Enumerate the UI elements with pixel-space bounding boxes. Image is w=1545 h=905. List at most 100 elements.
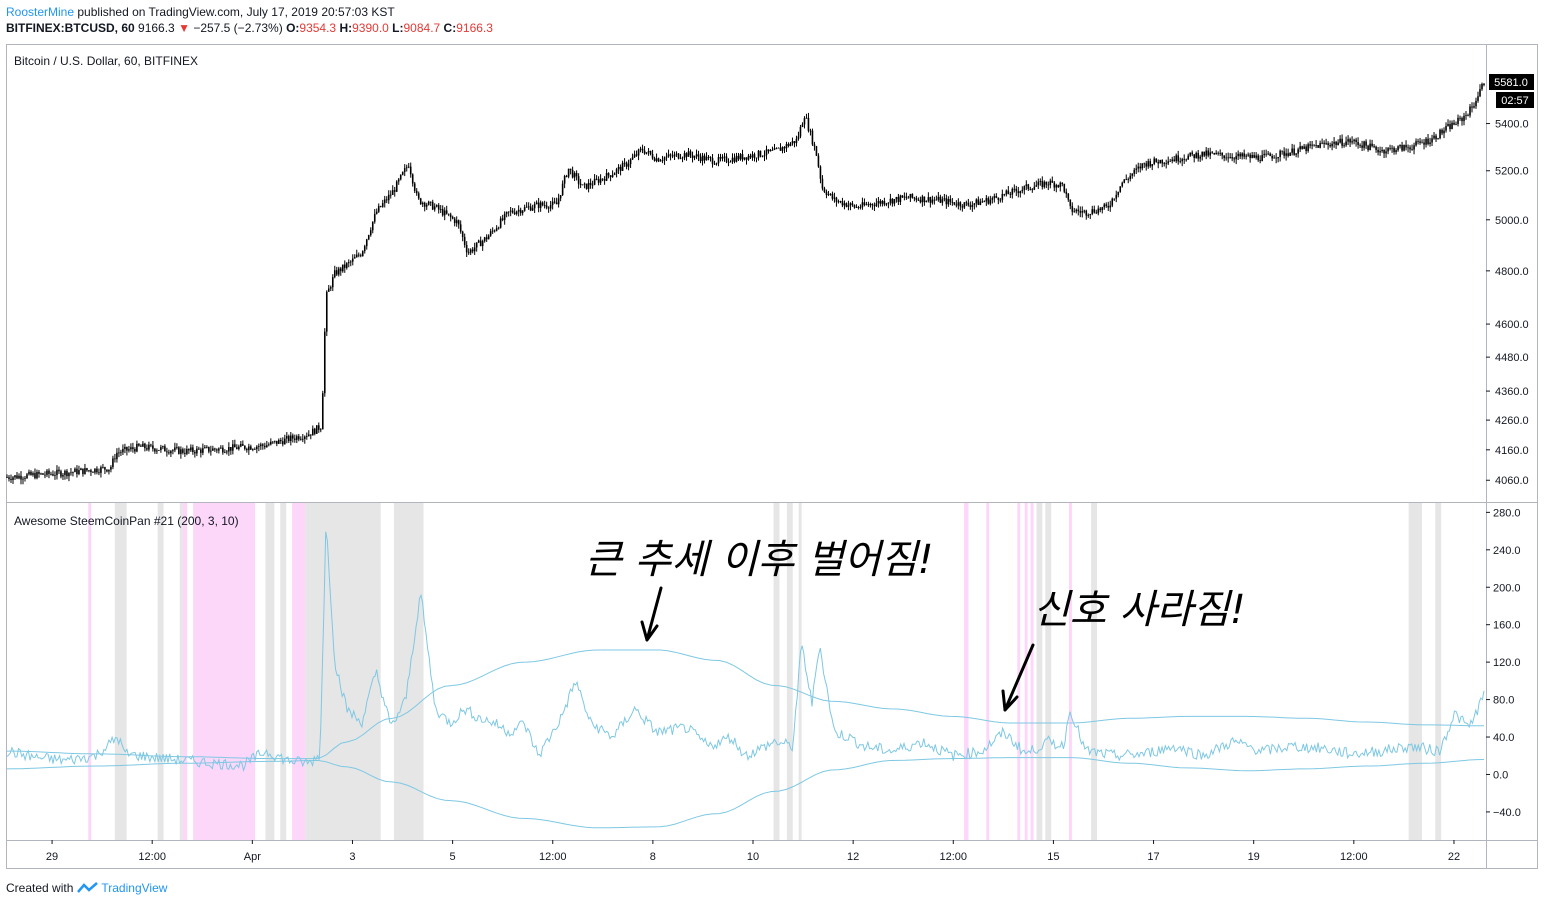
candle-body — [10, 478, 12, 481]
symbol-label: BITFINEX:BTCUSD, 60 — [6, 21, 135, 35]
candle-body — [519, 209, 522, 214]
candle-body — [1457, 117, 1459, 125]
candle-body — [176, 447, 178, 449]
candle-body — [1391, 147, 1393, 149]
candle-body — [757, 150, 760, 158]
candle-body — [317, 425, 320, 430]
candle-body — [1367, 145, 1369, 151]
candle-body — [381, 203, 384, 207]
candle-body — [421, 202, 424, 205]
candle-body — [685, 153, 688, 157]
candle-body — [1315, 145, 1317, 146]
candle-body — [1189, 152, 1191, 156]
signal-zone-gray — [280, 503, 287, 840]
candle-body — [1327, 143, 1329, 146]
candle-body — [1173, 159, 1176, 162]
candle-body — [771, 150, 774, 151]
candle-body — [1139, 166, 1142, 169]
candle-body — [831, 193, 834, 199]
candle-body — [531, 208, 534, 211]
candle-body — [773, 148, 776, 151]
candle-body — [1027, 184, 1030, 189]
signal-zone-pink — [986, 503, 990, 840]
last-price-tag — [1489, 74, 1534, 90]
candle-body — [1263, 153, 1265, 156]
candle-body — [669, 154, 672, 156]
signal-zone-pink — [1024, 503, 1028, 840]
candle-body — [603, 179, 606, 181]
candle-body — [803, 118, 806, 125]
candle-body — [1345, 141, 1347, 146]
candle-body — [479, 240, 482, 247]
candle-body — [443, 210, 446, 216]
candle-body — [1375, 146, 1377, 150]
candle-body — [625, 162, 628, 167]
candle-body — [222, 447, 224, 453]
candle-body — [1359, 144, 1361, 146]
signal-zone-gray — [265, 503, 275, 840]
candle-body — [1089, 213, 1092, 216]
candle-body — [307, 434, 310, 437]
candle-body — [108, 469, 110, 472]
candle-body — [298, 436, 300, 440]
candle-body — [18, 475, 20, 479]
candle-body — [813, 144, 816, 147]
candle-body — [383, 199, 386, 204]
candle-body — [220, 447, 222, 449]
time-tick-label: 15 — [1047, 851, 1059, 863]
candle-body — [1079, 211, 1082, 213]
indicator-tick-label: 200.0 — [1493, 582, 1521, 594]
close-value: 9166.3 — [456, 21, 493, 35]
candle-body — [751, 154, 754, 158]
candle-body — [1043, 181, 1046, 187]
candle-body — [1319, 143, 1321, 148]
candle-body — [40, 473, 42, 475]
ohlc-line: BITFINEX:BTCUSD, 60 9166.3 ▼ −257.5 (−2.… — [6, 20, 493, 36]
candle-body — [347, 262, 350, 264]
indicator-tick-label: 240.0 — [1493, 545, 1521, 557]
candle-body — [262, 444, 264, 446]
indicator-tick-label: 120.0 — [1493, 657, 1521, 669]
candle-body — [301, 438, 304, 440]
candle-body — [1035, 185, 1038, 187]
candle-body — [70, 472, 72, 474]
candle-body — [1125, 179, 1128, 181]
candle-body — [48, 470, 50, 474]
candle-body — [122, 448, 124, 453]
candle-body — [663, 157, 666, 161]
candle-body — [62, 474, 64, 477]
candle-body — [793, 141, 796, 144]
candle-body — [140, 445, 142, 447]
candle-body — [192, 447, 194, 452]
candle-body — [657, 158, 660, 162]
candle-body — [841, 201, 844, 206]
candle-body — [855, 207, 858, 208]
candle-body — [911, 193, 914, 198]
author-link[interactable]: RoosterMine — [6, 5, 75, 19]
candle-body — [743, 157, 746, 160]
candle-body — [539, 202, 542, 208]
candle-body — [1115, 194, 1118, 199]
candle-body — [248, 446, 250, 451]
candle-body — [873, 205, 876, 207]
candle-body — [889, 198, 892, 203]
candle-body — [617, 166, 620, 170]
tradingview-link[interactable]: TradingView — [101, 881, 168, 895]
candle-body — [955, 204, 958, 206]
candle-body — [899, 195, 902, 202]
time-tick-label: 12:00 — [1340, 851, 1368, 863]
candle-body — [303, 436, 306, 439]
candle-body — [545, 205, 548, 208]
candle-body — [1019, 191, 1022, 194]
candle-body — [971, 204, 974, 207]
candle-body — [341, 264, 344, 272]
signal-zone-gray — [305, 503, 381, 840]
candle-body — [455, 220, 458, 224]
candle-body — [367, 235, 370, 240]
candle-body — [991, 198, 994, 200]
candle-body — [284, 438, 286, 445]
candle-body — [1331, 143, 1333, 147]
annotation-arrow-2 — [1001, 643, 1035, 712]
candle-body — [1323, 142, 1325, 144]
